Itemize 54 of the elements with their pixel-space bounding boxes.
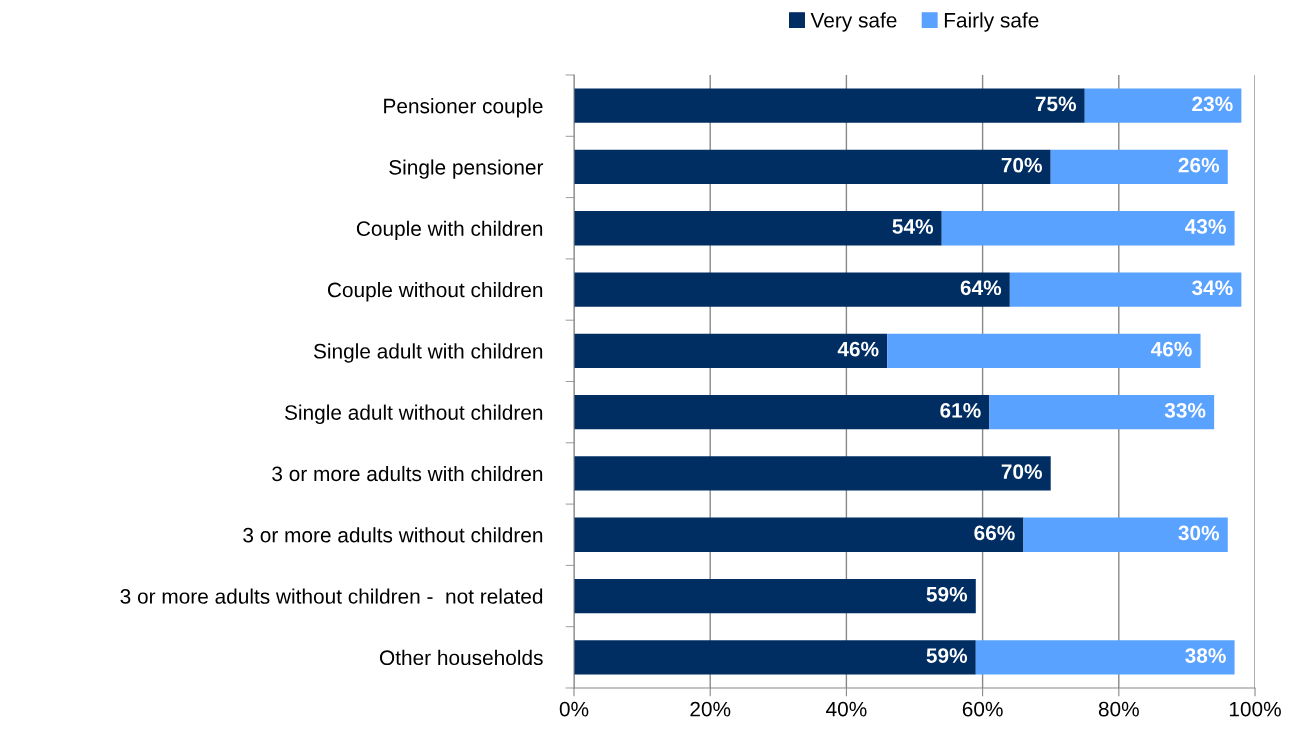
x-tick-label: 60% <box>962 701 1003 717</box>
data-label: 75% <box>1035 96 1077 112</box>
data-label: 26% <box>1178 157 1220 173</box>
data-label: 54% <box>892 219 934 234</box>
y-tick-label: 3 or more adults without children - not related <box>120 588 543 604</box>
data-label: 64% <box>960 280 1002 296</box>
bar <box>887 333 1201 369</box>
y-tick-label: Other households <box>379 649 543 666</box>
data-label: 38% <box>1185 648 1226 663</box>
bar <box>574 394 990 430</box>
data-label: 59% <box>926 586 968 602</box>
data-label: 70% <box>1001 157 1042 173</box>
y-tick-label: Single pensioner <box>389 159 544 179</box>
x-tick-label: 80% <box>1098 701 1139 717</box>
bar <box>1023 517 1228 552</box>
data-label: 46% <box>837 341 879 357</box>
x-tick-label: 20% <box>690 701 731 717</box>
legend-label: Very safe <box>810 12 897 32</box>
y-tick-label: Single adult with children <box>313 343 543 363</box>
bar <box>574 578 976 614</box>
data-label: 30% <box>1178 525 1220 541</box>
bar <box>574 456 1051 491</box>
bar <box>574 333 888 369</box>
y-tick-label: 3 or more adults with children <box>272 465 543 482</box>
legend-label: Fairly safe <box>944 12 1039 32</box>
data-label: 34% <box>1191 280 1233 296</box>
data-label: 59% <box>926 648 968 663</box>
bar <box>941 211 1235 246</box>
data-label: 43% <box>1185 219 1226 234</box>
data-label: 66% <box>974 525 1015 541</box>
bar <box>1009 272 1242 307</box>
x-tick-label: 40% <box>826 701 867 717</box>
bar <box>574 88 1085 123</box>
bar <box>574 272 1010 307</box>
bar <box>989 394 1215 430</box>
y-tick-label: Couple without children <box>327 282 543 302</box>
bar <box>574 211 942 246</box>
data-label: 70% <box>1001 464 1042 480</box>
bar <box>1084 88 1242 123</box>
y-tick-label: Pensioner couple <box>384 98 543 118</box>
data-label: 46% <box>1150 341 1192 357</box>
bar <box>574 640 976 675</box>
y-tick-label: Couple with children <box>356 220 543 241</box>
data-label: 61% <box>940 402 981 418</box>
bar <box>1050 149 1228 185</box>
x-tick-label: 0% <box>559 701 589 717</box>
bar <box>574 149 1051 185</box>
data-label: 23% <box>1192 96 1233 112</box>
bar <box>574 517 1024 552</box>
y-tick-label: Single adult without children <box>284 404 543 425</box>
y-tick-label: 3 or more adults without children <box>243 527 543 543</box>
x-tick-label: 100% <box>1229 701 1281 717</box>
data-label: 33% <box>1164 402 1206 418</box>
bar <box>975 640 1235 675</box>
